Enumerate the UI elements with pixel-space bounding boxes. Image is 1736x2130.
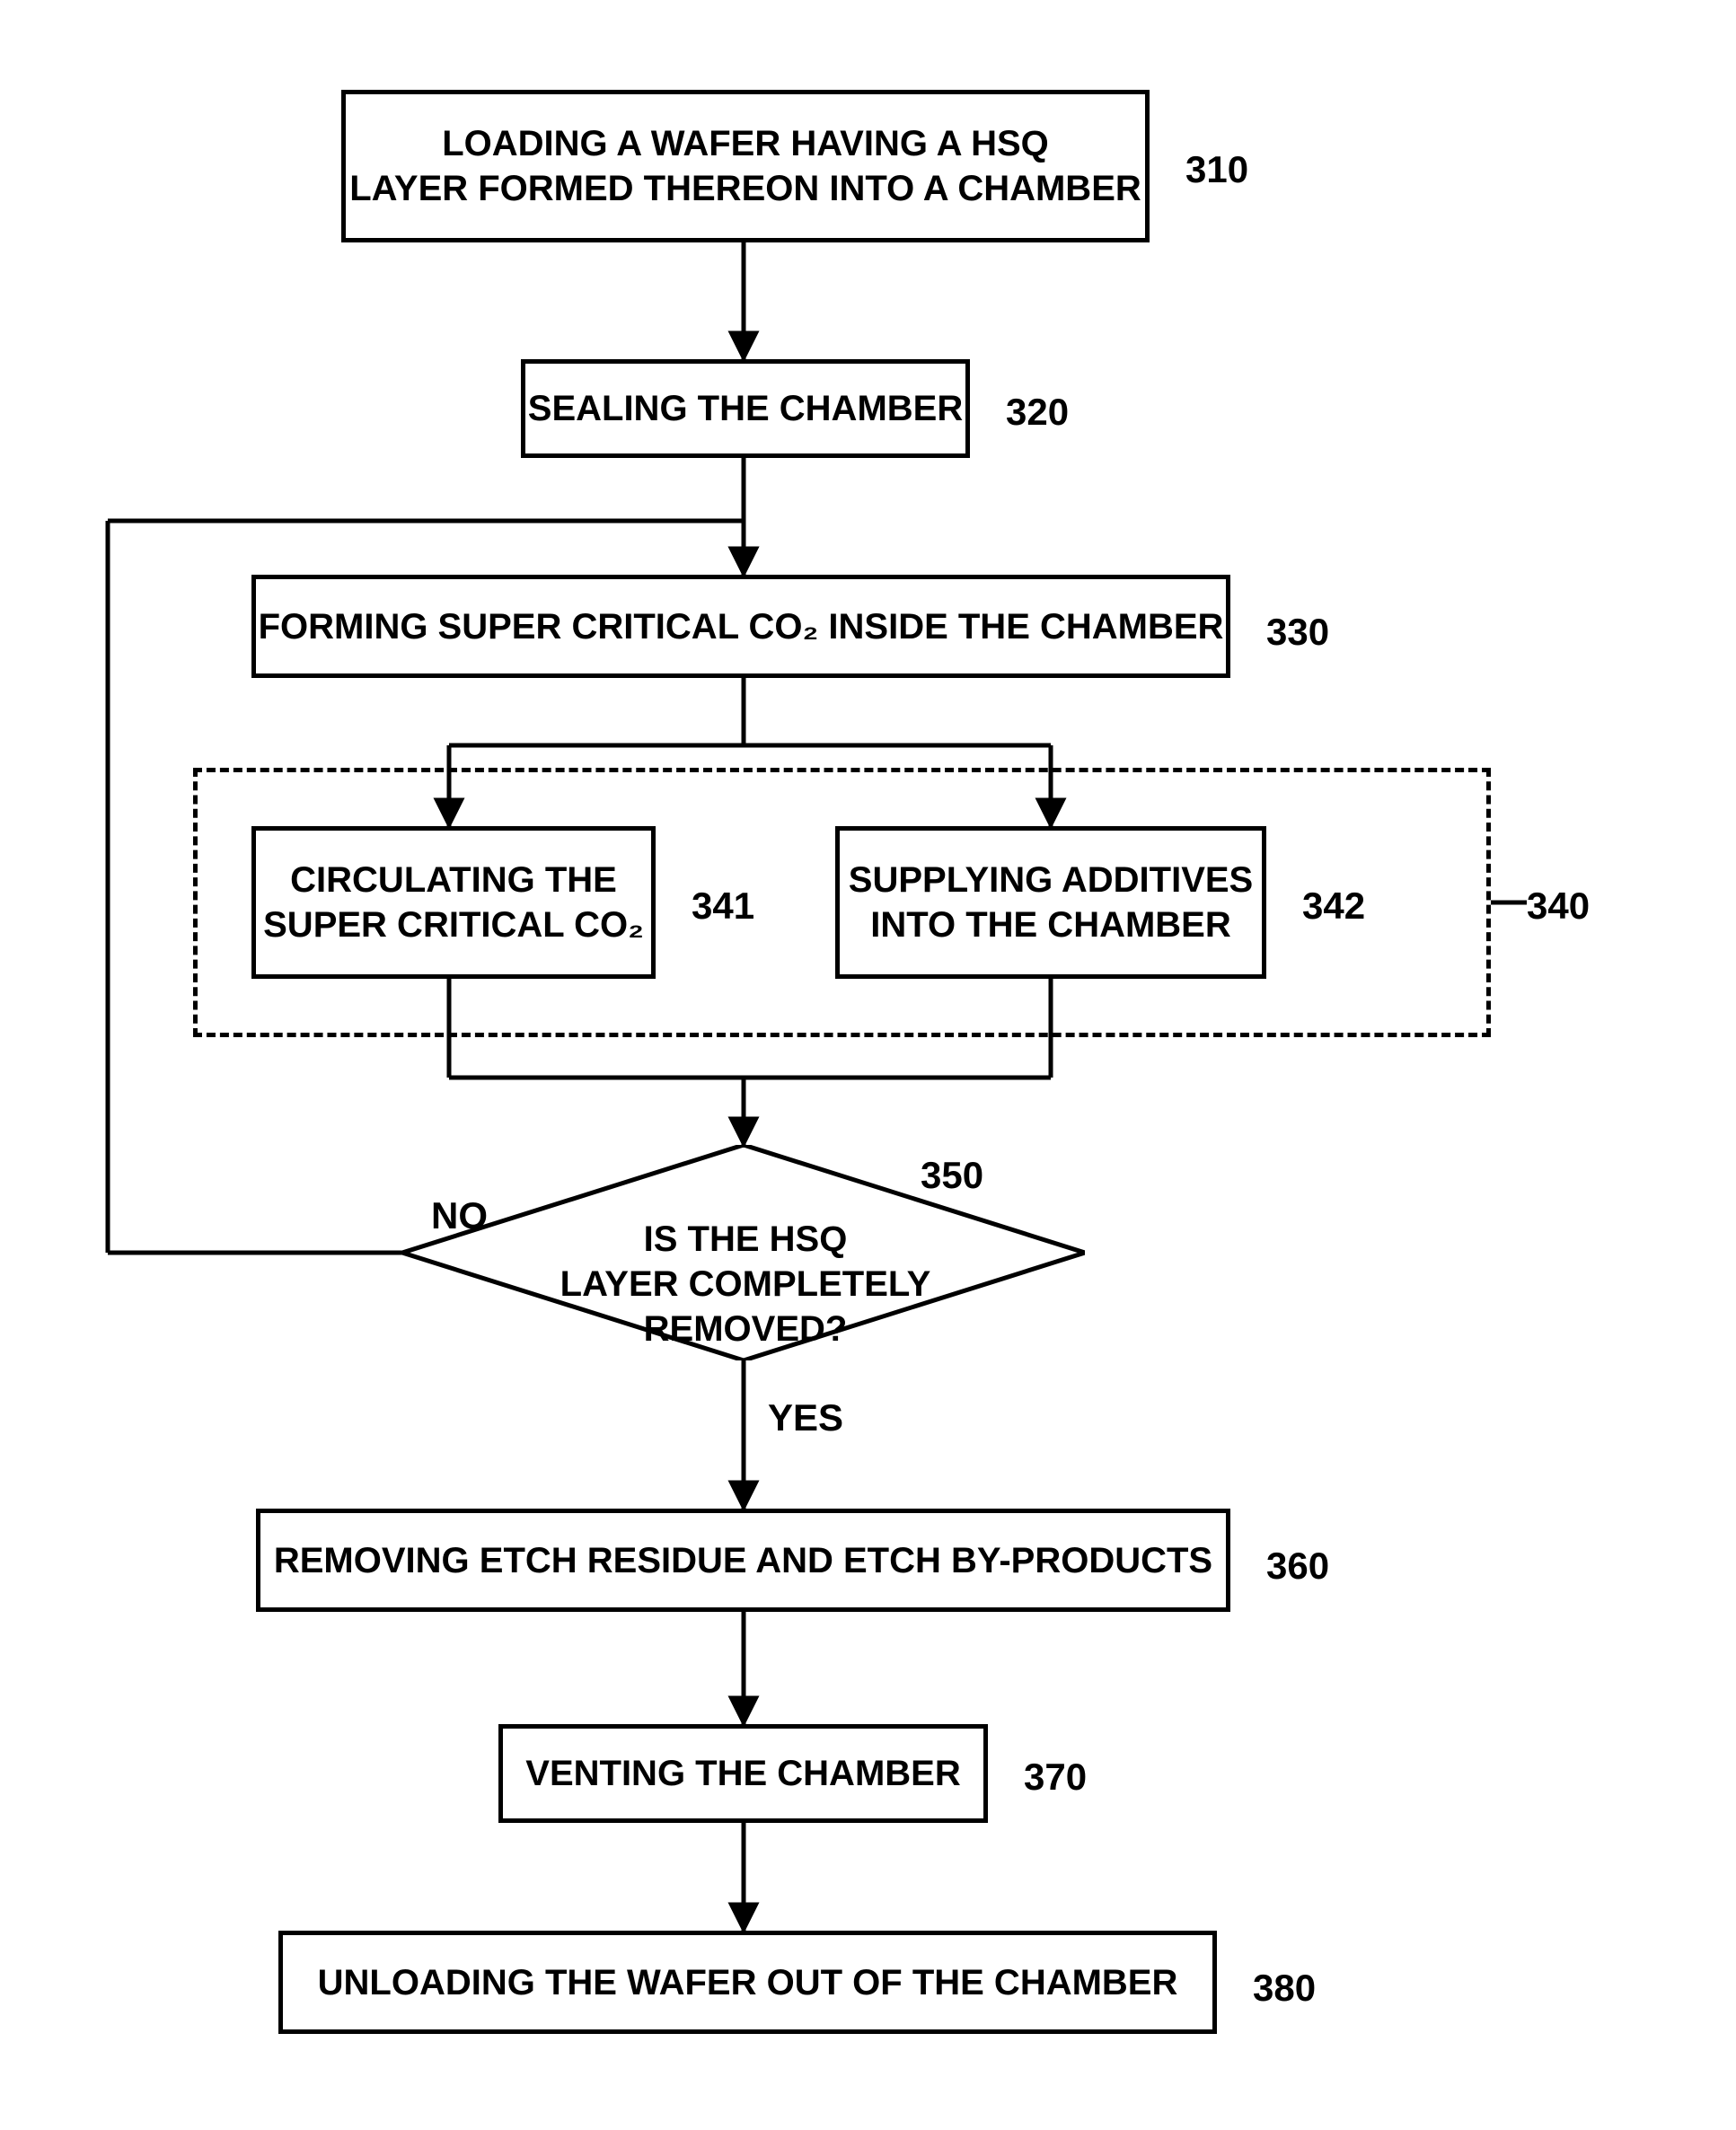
- box-360: REMOVING ETCH RESIDUE AND ETCH BY-PRODUC…: [256, 1509, 1230, 1612]
- box-360-text: REMOVING ETCH RESIDUE AND ETCH BY-PRODUC…: [274, 1538, 1212, 1583]
- label-350: 350: [921, 1154, 983, 1197]
- label-360: 360: [1266, 1545, 1329, 1588]
- label-342: 342: [1302, 885, 1365, 928]
- label-310: 310: [1185, 148, 1248, 191]
- label-380: 380: [1253, 1967, 1316, 2010]
- label-370: 370: [1024, 1756, 1087, 1799]
- box-370-text: VENTING THE CHAMBER: [525, 1751, 960, 1796]
- box-310: LOADING A WAFER HAVING A HSQLAYER FORMED…: [341, 90, 1150, 242]
- label-330: 330: [1266, 611, 1329, 654]
- label-yes: YES: [768, 1396, 843, 1439]
- box-320-text: SEALING THE CHAMBER: [528, 386, 963, 431]
- label-320: 320: [1006, 391, 1069, 434]
- box-380-text: UNLOADING THE WAFER OUT OF THE CHAMBER: [318, 1960, 1178, 2005]
- box-380: UNLOADING THE WAFER OUT OF THE CHAMBER: [278, 1931, 1217, 2034]
- box-310-text: LOADING A WAFER HAVING A HSQLAYER FORMED…: [349, 121, 1141, 211]
- label-no: NO: [431, 1194, 488, 1237]
- diamond-350-text: IS THE HSQLAYER COMPLETELY REMOVED?: [489, 1217, 1001, 1351]
- label-340: 340: [1527, 885, 1590, 928]
- box-370: VENTING THE CHAMBER: [498, 1724, 988, 1823]
- group-340: [193, 768, 1491, 1037]
- box-330-text: FORMING SUPER CRITICAL CO₂ INSIDE THE CH…: [259, 604, 1224, 649]
- label-341: 341: [692, 885, 754, 928]
- box-320: SEALING THE CHAMBER: [521, 359, 970, 458]
- box-330: FORMING SUPER CRITICAL CO₂ INSIDE THE CH…: [251, 575, 1230, 678]
